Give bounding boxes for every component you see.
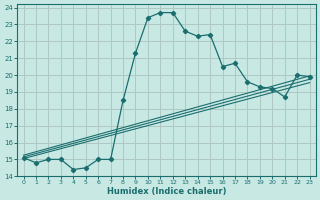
- X-axis label: Humidex (Indice chaleur): Humidex (Indice chaleur): [107, 187, 226, 196]
